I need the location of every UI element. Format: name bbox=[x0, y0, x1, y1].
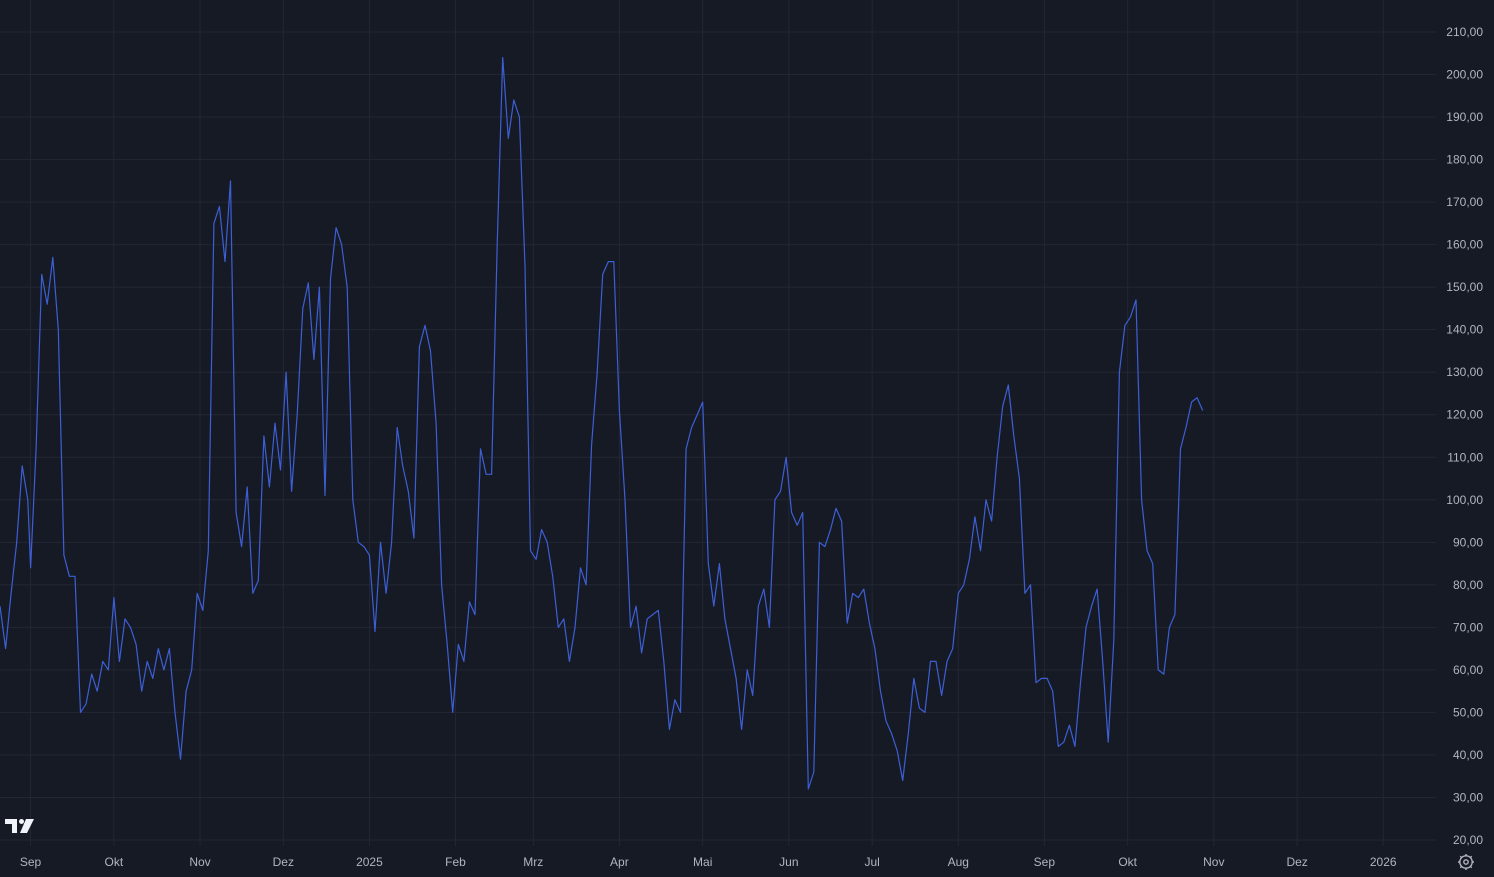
y-tick-label: 60,00 bbox=[1453, 663, 1483, 677]
x-tick-label: Dez bbox=[1286, 855, 1307, 869]
x-tick-label: Sep bbox=[1034, 855, 1056, 869]
y-tick-label: 150,00 bbox=[1446, 280, 1483, 294]
y-tick-label: 110,00 bbox=[1447, 450, 1483, 464]
y-tick-label: 160,00 bbox=[1446, 238, 1483, 252]
x-tick-label: Dez bbox=[273, 855, 294, 869]
y-axis[interactable]: 210,00 200,00 190,00 180,00 170,00 160,00 150,… bbox=[1446, 25, 1483, 847]
y-tick-label: 70,00 bbox=[1453, 620, 1483, 634]
x-tick-label: Aug bbox=[948, 855, 969, 869]
settings-gear-icon[interactable] bbox=[1456, 852, 1476, 872]
x-tick-label: Okt bbox=[105, 855, 124, 869]
y-tick-label: 120,00 bbox=[1446, 408, 1483, 422]
x-tick-label: Nov bbox=[189, 855, 210, 869]
x-tick-label: Feb bbox=[445, 855, 466, 869]
x-tick-label: Mai bbox=[693, 855, 712, 869]
y-tick-label: 20,00 bbox=[1453, 833, 1483, 847]
x-tick-label: Okt bbox=[1118, 855, 1137, 869]
y-tick-label: 50,00 bbox=[1453, 705, 1483, 719]
y-tick-label: 170,00 bbox=[1446, 195, 1483, 209]
y-tick-label: 30,00 bbox=[1453, 790, 1483, 804]
x-tick-label: Nov bbox=[1203, 855, 1224, 869]
y-tick-label: 200,00 bbox=[1446, 68, 1483, 82]
y-tick-label: 180,00 bbox=[1446, 153, 1483, 167]
y-tick-label: 130,00 bbox=[1446, 365, 1483, 379]
y-tick-label: 90,00 bbox=[1453, 535, 1483, 549]
x-tick-label: 2025 bbox=[356, 855, 383, 869]
tradingview-logo-icon[interactable] bbox=[4, 816, 38, 836]
y-tick-label: 190,00 bbox=[1446, 110, 1483, 124]
x-tick-label: Jul bbox=[864, 855, 879, 869]
y-tick-label: 40,00 bbox=[1453, 748, 1483, 762]
x-tick-label: 2026 bbox=[1370, 855, 1397, 869]
x-tick-label: Sep bbox=[20, 855, 42, 869]
x-tick-label: Apr bbox=[610, 855, 629, 869]
grid-lines bbox=[0, 0, 1436, 846]
x-axis[interactable]: Sep Okt Nov Dez 2025 Feb Mrz Apr Mai Jun Jul Aug Sep… bbox=[20, 855, 1397, 869]
x-tick-label: Jun bbox=[779, 855, 798, 869]
y-tick-label: 80,00 bbox=[1453, 578, 1483, 592]
x-tick-label: Mrz bbox=[523, 855, 543, 869]
series-line bbox=[0, 56, 1204, 790]
y-tick-label: 210,00 bbox=[1446, 25, 1483, 39]
y-tick-label: 100,00 bbox=[1446, 493, 1483, 507]
y-tick-label: 140,00 bbox=[1446, 323, 1483, 337]
